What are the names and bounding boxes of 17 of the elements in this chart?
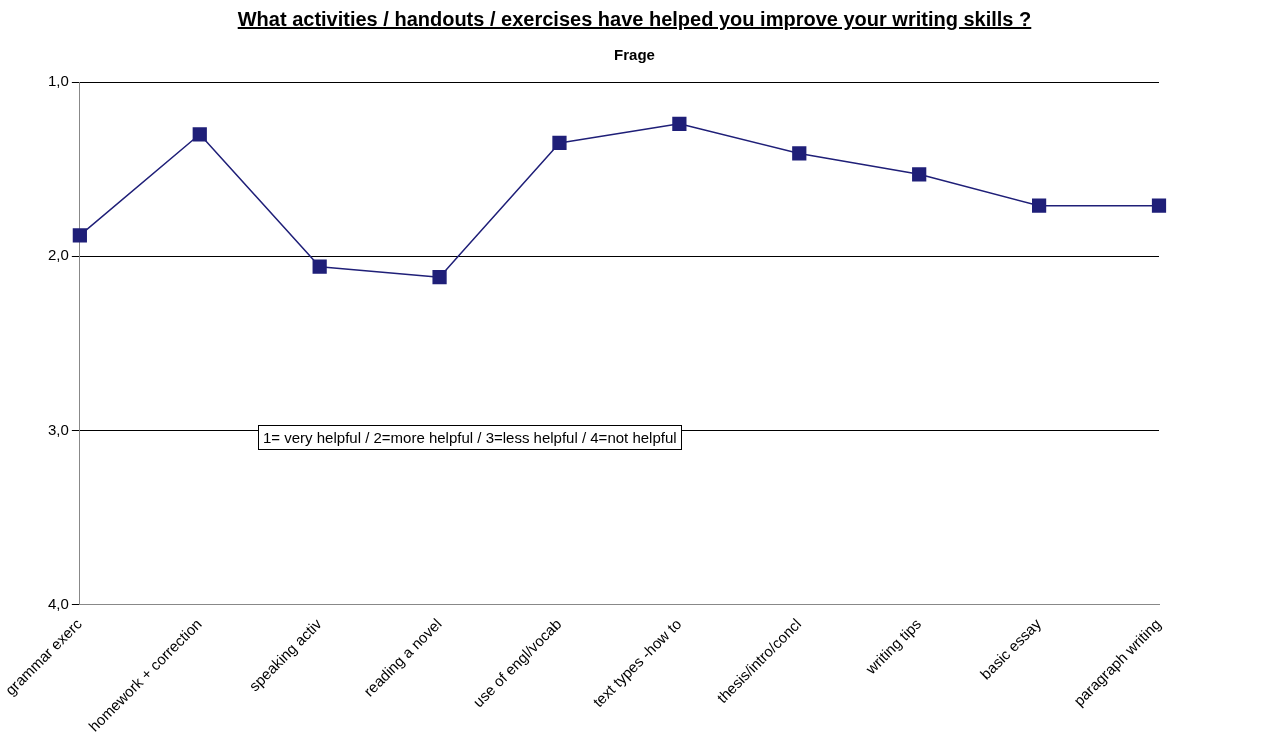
- y-tick-label: 3,0: [47, 420, 69, 438]
- point: [1031, 198, 1047, 213]
- point: [552, 135, 567, 151]
- chart-subtitle: Frage: [613, 46, 656, 63]
- point: [192, 127, 207, 142]
- chart-title: What activities / handouts / exercises have helped you improve your writing skills ?: [236, 8, 1033, 31]
- point: [1151, 198, 1167, 213]
- point: [432, 270, 447, 285]
- point: [72, 228, 87, 243]
- y-tick-label: 1,0: [47, 72, 69, 90]
- point: [312, 259, 327, 274]
- point: [912, 167, 927, 182]
- point: [672, 116, 687, 131]
- annotation: 1= very helpful / 2=more helpful / 3=less helpful / 4=not helpful: [258, 425, 682, 450]
- y-tick-label: 2,0: [47, 246, 69, 264]
- y-tick-label: 4,0: [47, 594, 69, 612]
- point: [792, 146, 807, 161]
